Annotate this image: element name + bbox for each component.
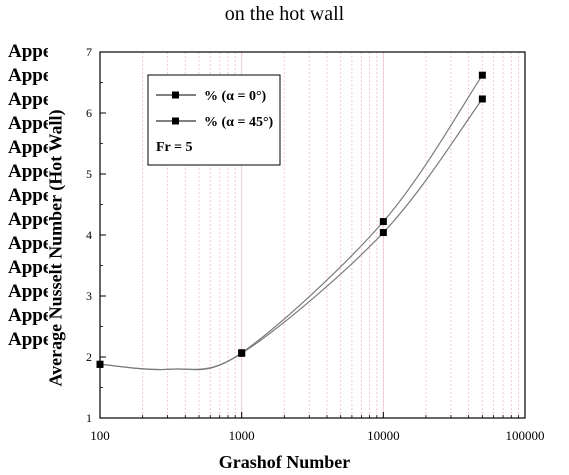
legend-label: % (α = 45°) [204, 115, 274, 130]
appendix-line: Appendix [8, 137, 48, 158]
legend-marker [172, 117, 179, 125]
x-tick-label: 100000 [506, 428, 545, 443]
appendix-heading: Appendix F [8, 41, 48, 62]
legend-marker [172, 91, 179, 99]
appendix-line: Appendix [8, 257, 48, 278]
legend-note: Fr = 5 [156, 140, 193, 155]
y-tick-label: 6 [86, 106, 92, 120]
appendix-line: Appendix [8, 329, 48, 350]
y-tick-label: 3 [86, 289, 92, 303]
data-point [478, 71, 486, 79]
legend-label: % (α = 0°) [204, 89, 267, 104]
appendix-line: Appendix [8, 161, 48, 182]
appendix-line: Appendix [8, 185, 48, 206]
appendix-line: Appendix [8, 113, 48, 134]
legend-box [147, 74, 281, 166]
figure-caption: on the hot wall [224, 3, 345, 25]
appendix-line: Appendix [8, 233, 48, 254]
data-point [379, 229, 387, 237]
appendix-line: Appendix [8, 305, 48, 326]
x-tick-label: 1000 [229, 428, 255, 443]
appendix-line: Appendix [8, 65, 48, 86]
y-tick-label: 1 [86, 411, 92, 425]
x-tick-label: 10000 [367, 428, 400, 443]
y-tick-label: 4 [86, 228, 92, 242]
y-tick-label: 5 [86, 167, 92, 181]
data-point [238, 349, 246, 357]
appendix-text-column: Appendix F Appendix Appendix Appendix Ap… [8, 40, 48, 352]
data-point [379, 218, 387, 226]
x-axis-label: Grashof Number [218, 452, 351, 472]
x-tick-label: 100 [90, 428, 110, 443]
appendix-line: Appendix [8, 281, 48, 302]
series-2 [96, 95, 486, 371]
data-point [96, 360, 104, 368]
series-line [99, 98, 483, 371]
data-point [478, 95, 486, 103]
appendix-line: Appendix [8, 209, 48, 230]
y-tick-label: 2 [86, 350, 92, 364]
legend: % (α = 0°) % (α = 45°) Fr = 5 [147, 74, 281, 166]
y-tick-label: 7 [86, 45, 92, 59]
appendix-line: Appendix [8, 89, 48, 110]
